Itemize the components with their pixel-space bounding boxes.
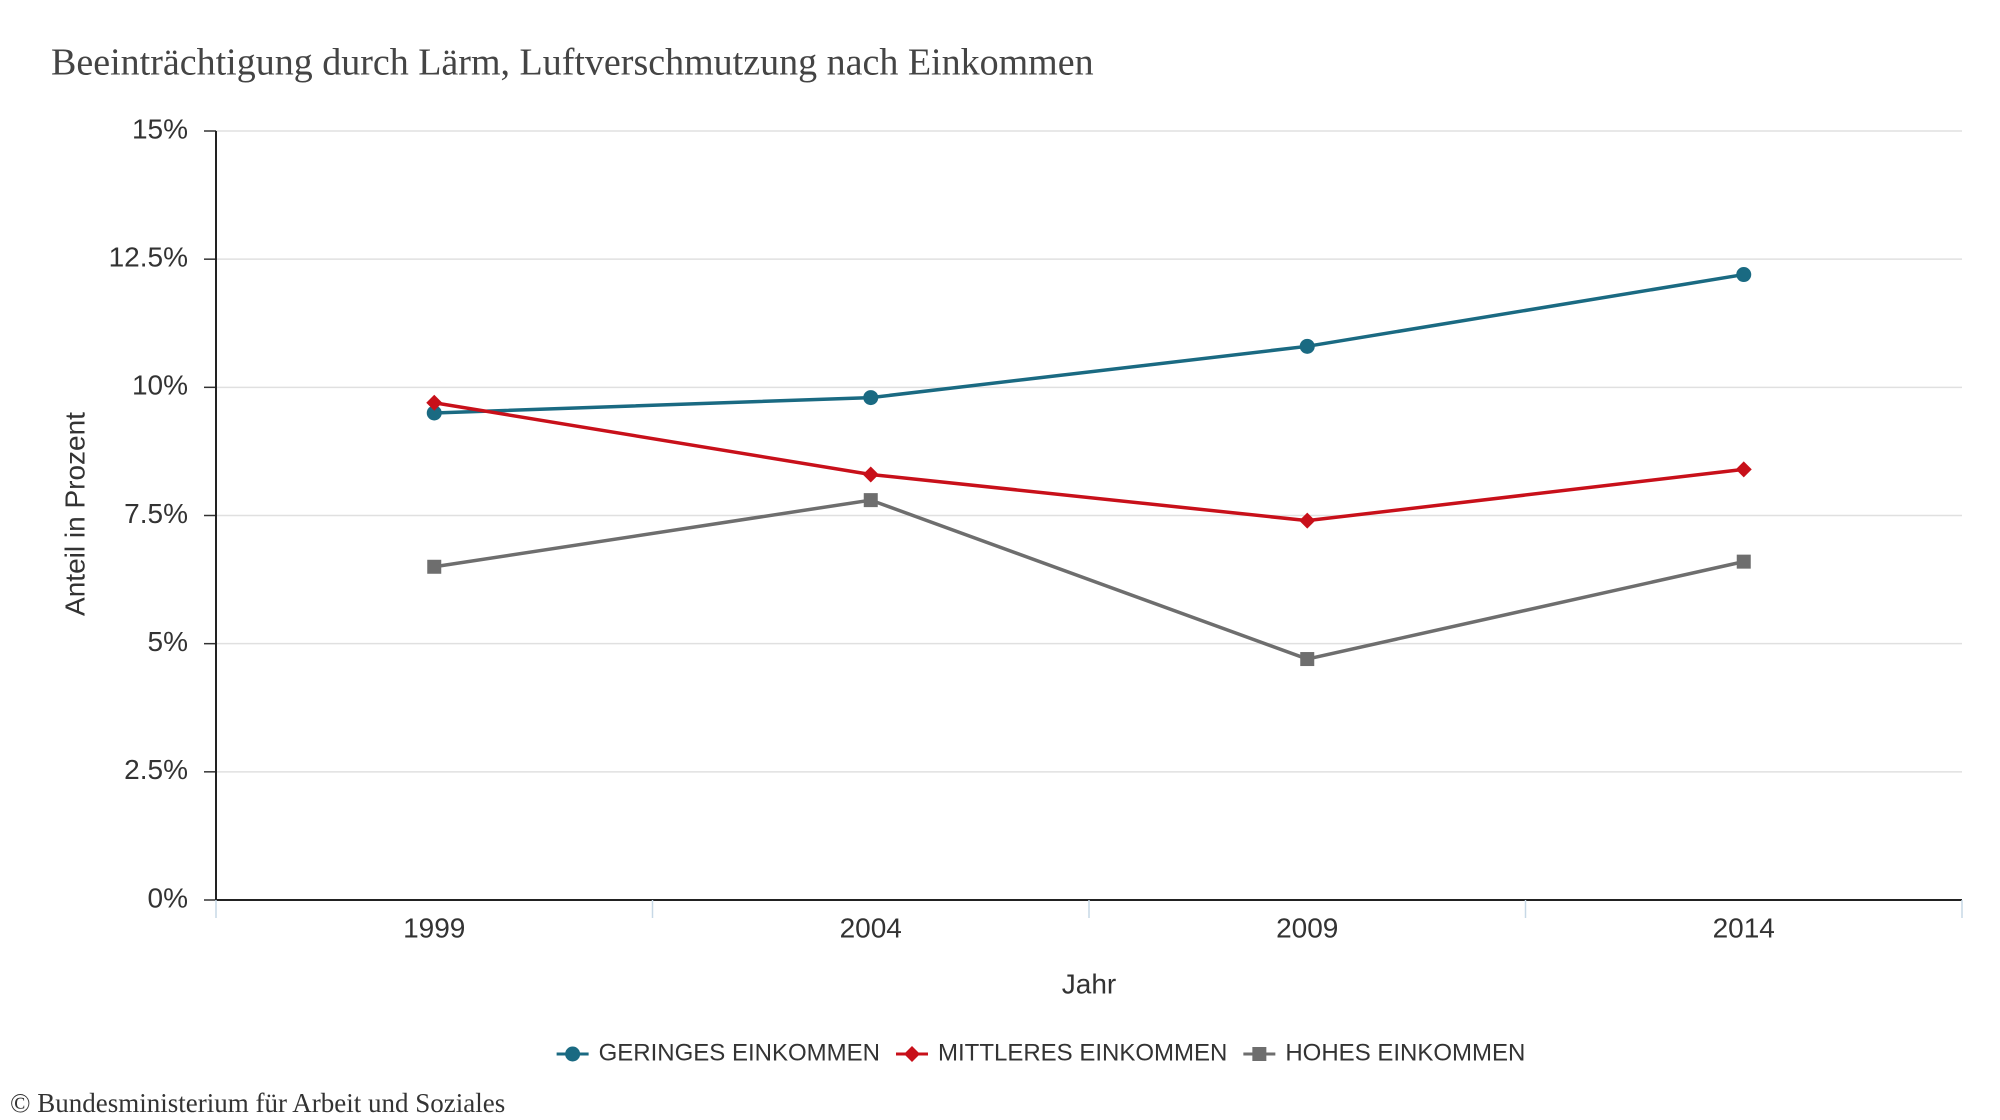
- data-point: [426, 405, 442, 421]
- legend-marker: [565, 1046, 581, 1062]
- y-tick-label: 15%: [132, 113, 188, 144]
- data-point: [1735, 461, 1752, 478]
- data-point: [862, 466, 879, 483]
- data-point: [863, 390, 879, 406]
- y-tick-label: 7.5%: [124, 498, 188, 529]
- y-tick-label: 12.5%: [109, 242, 188, 273]
- data-point: [1299, 512, 1316, 529]
- series-line: [434, 272, 1745, 415]
- legend-label: HOHES EINKOMMEN: [1285, 1039, 1525, 1066]
- series-line: [433, 400, 1744, 523]
- data-point: [1299, 338, 1315, 354]
- data-point: [1300, 652, 1315, 667]
- data-point: [863, 493, 878, 508]
- x-tick-label: 1999: [403, 912, 465, 943]
- y-tick-label: 0%: [148, 882, 188, 913]
- series-line: [433, 498, 1745, 661]
- y-tick-label: 10%: [132, 370, 188, 401]
- chart-title: Beeinträchtigung durch Lärm, Luftverschm…: [51, 42, 1094, 84]
- legend: GERINGES EINKOMMEN MITTLERES EINKOMMEN HOH…: [556, 1039, 1525, 1066]
- legend-marker: [1252, 1047, 1267, 1061]
- legend-label: GERINGES EINKOMMEN: [599, 1039, 880, 1066]
- data-point: [1736, 267, 1752, 283]
- data-point: [1736, 554, 1751, 569]
- y-tick-label: 5%: [148, 626, 188, 657]
- data-point: [427, 559, 442, 574]
- data-point: [426, 394, 443, 411]
- y-tick-label: 2.5%: [124, 754, 188, 785]
- x-axis-title: Jahr: [1062, 968, 1116, 999]
- x-tick-label: 2004: [840, 912, 902, 943]
- legend-marker: [903, 1046, 920, 1062]
- y-axis-title: Anteil in Prozent: [59, 412, 90, 616]
- source: © Bundesministerium für Arbeit und Sozia…: [10, 1088, 505, 1118]
- x-tick-label: 2014: [1713, 912, 1775, 943]
- x-tick-label: 2009: [1276, 912, 1338, 943]
- legend-label: MITTLERES EINKOMMEN: [938, 1039, 1227, 1066]
